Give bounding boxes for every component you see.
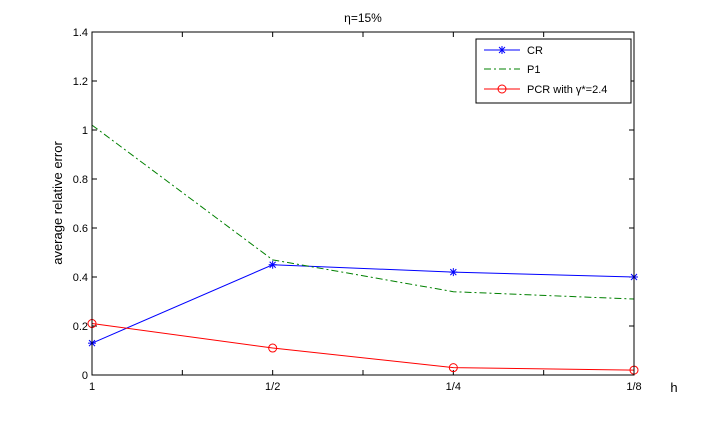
series-0-point [449, 268, 458, 277]
legend: CR P1 PCR with γ*=2.4 [475, 38, 632, 104]
series-0-point [268, 260, 277, 269]
y-axis-label: average relative error [50, 141, 65, 265]
legend-label-p1: P1 [527, 64, 540, 76]
y-tick-label: 0.4 [73, 272, 88, 284]
x-axis-label: h [670, 380, 677, 395]
plot-frame [91, 31, 635, 376]
series-2-point [268, 343, 278, 353]
series-layer [87, 124, 639, 375]
series-line-2 [91, 323, 635, 371]
legend-key-marker-0 [498, 46, 506, 54]
y-tick-label: 0.8 [73, 174, 88, 186]
y-tick-label: 1.2 [73, 76, 88, 88]
legend-key-marker-2 [497, 84, 507, 94]
series-2-point [448, 363, 458, 373]
y-tick-label: 0.6 [73, 223, 88, 235]
x-tick-label: 1 [89, 381, 95, 393]
y-tick-label: 0.2 [73, 321, 88, 333]
y-tick-label: 1 [82, 125, 88, 137]
tick-labels: 0 0.2 0.4 0.6 0.8 1 1.2 1.4 1 1/2 1/4 1/8 [73, 27, 642, 393]
y-tick-label: 0 [82, 370, 88, 382]
legend-keys [484, 46, 520, 94]
chart-title: η=15% [344, 11, 382, 25]
x-tick-label: 1/4 [446, 381, 461, 393]
legend-label-pcr: PCR with γ*=2.4 [527, 84, 607, 96]
x-tick-label: 1/2 [265, 381, 280, 393]
y-tick-label: 1.4 [73, 27, 88, 39]
legend-label-cr: CR [527, 45, 543, 57]
x-tick-label: 1/8 [626, 381, 641, 393]
series-line-1 [91, 124, 635, 300]
series-line-0 [91, 264, 635, 344]
